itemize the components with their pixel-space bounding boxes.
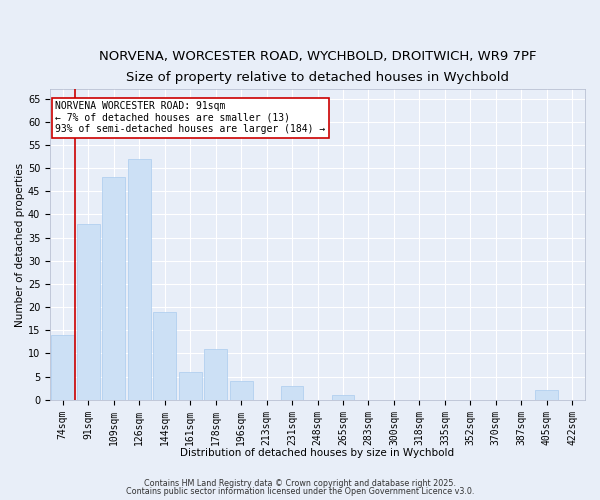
Bar <box>204 349 227 400</box>
Bar <box>230 381 253 400</box>
Bar <box>535 390 558 400</box>
Bar <box>102 178 125 400</box>
Text: Contains public sector information licensed under the Open Government Licence v3: Contains public sector information licen… <box>126 487 474 496</box>
Bar <box>179 372 202 400</box>
X-axis label: Distribution of detached houses by size in Wychbold: Distribution of detached houses by size … <box>181 448 455 458</box>
Bar <box>153 312 176 400</box>
Y-axis label: Number of detached properties: Number of detached properties <box>15 162 25 326</box>
Bar <box>281 386 304 400</box>
Bar <box>77 224 100 400</box>
Text: Contains HM Land Registry data © Crown copyright and database right 2025.: Contains HM Land Registry data © Crown c… <box>144 478 456 488</box>
Title: NORVENA, WORCESTER ROAD, WYCHBOLD, DROITWICH, WR9 7PF
Size of property relative : NORVENA, WORCESTER ROAD, WYCHBOLD, DROIT… <box>99 50 536 84</box>
Bar <box>332 395 355 400</box>
Bar <box>128 159 151 400</box>
Bar <box>51 335 74 400</box>
Text: NORVENA WORCESTER ROAD: 91sqm
← 7% of detached houses are smaller (13)
93% of se: NORVENA WORCESTER ROAD: 91sqm ← 7% of de… <box>55 101 325 134</box>
